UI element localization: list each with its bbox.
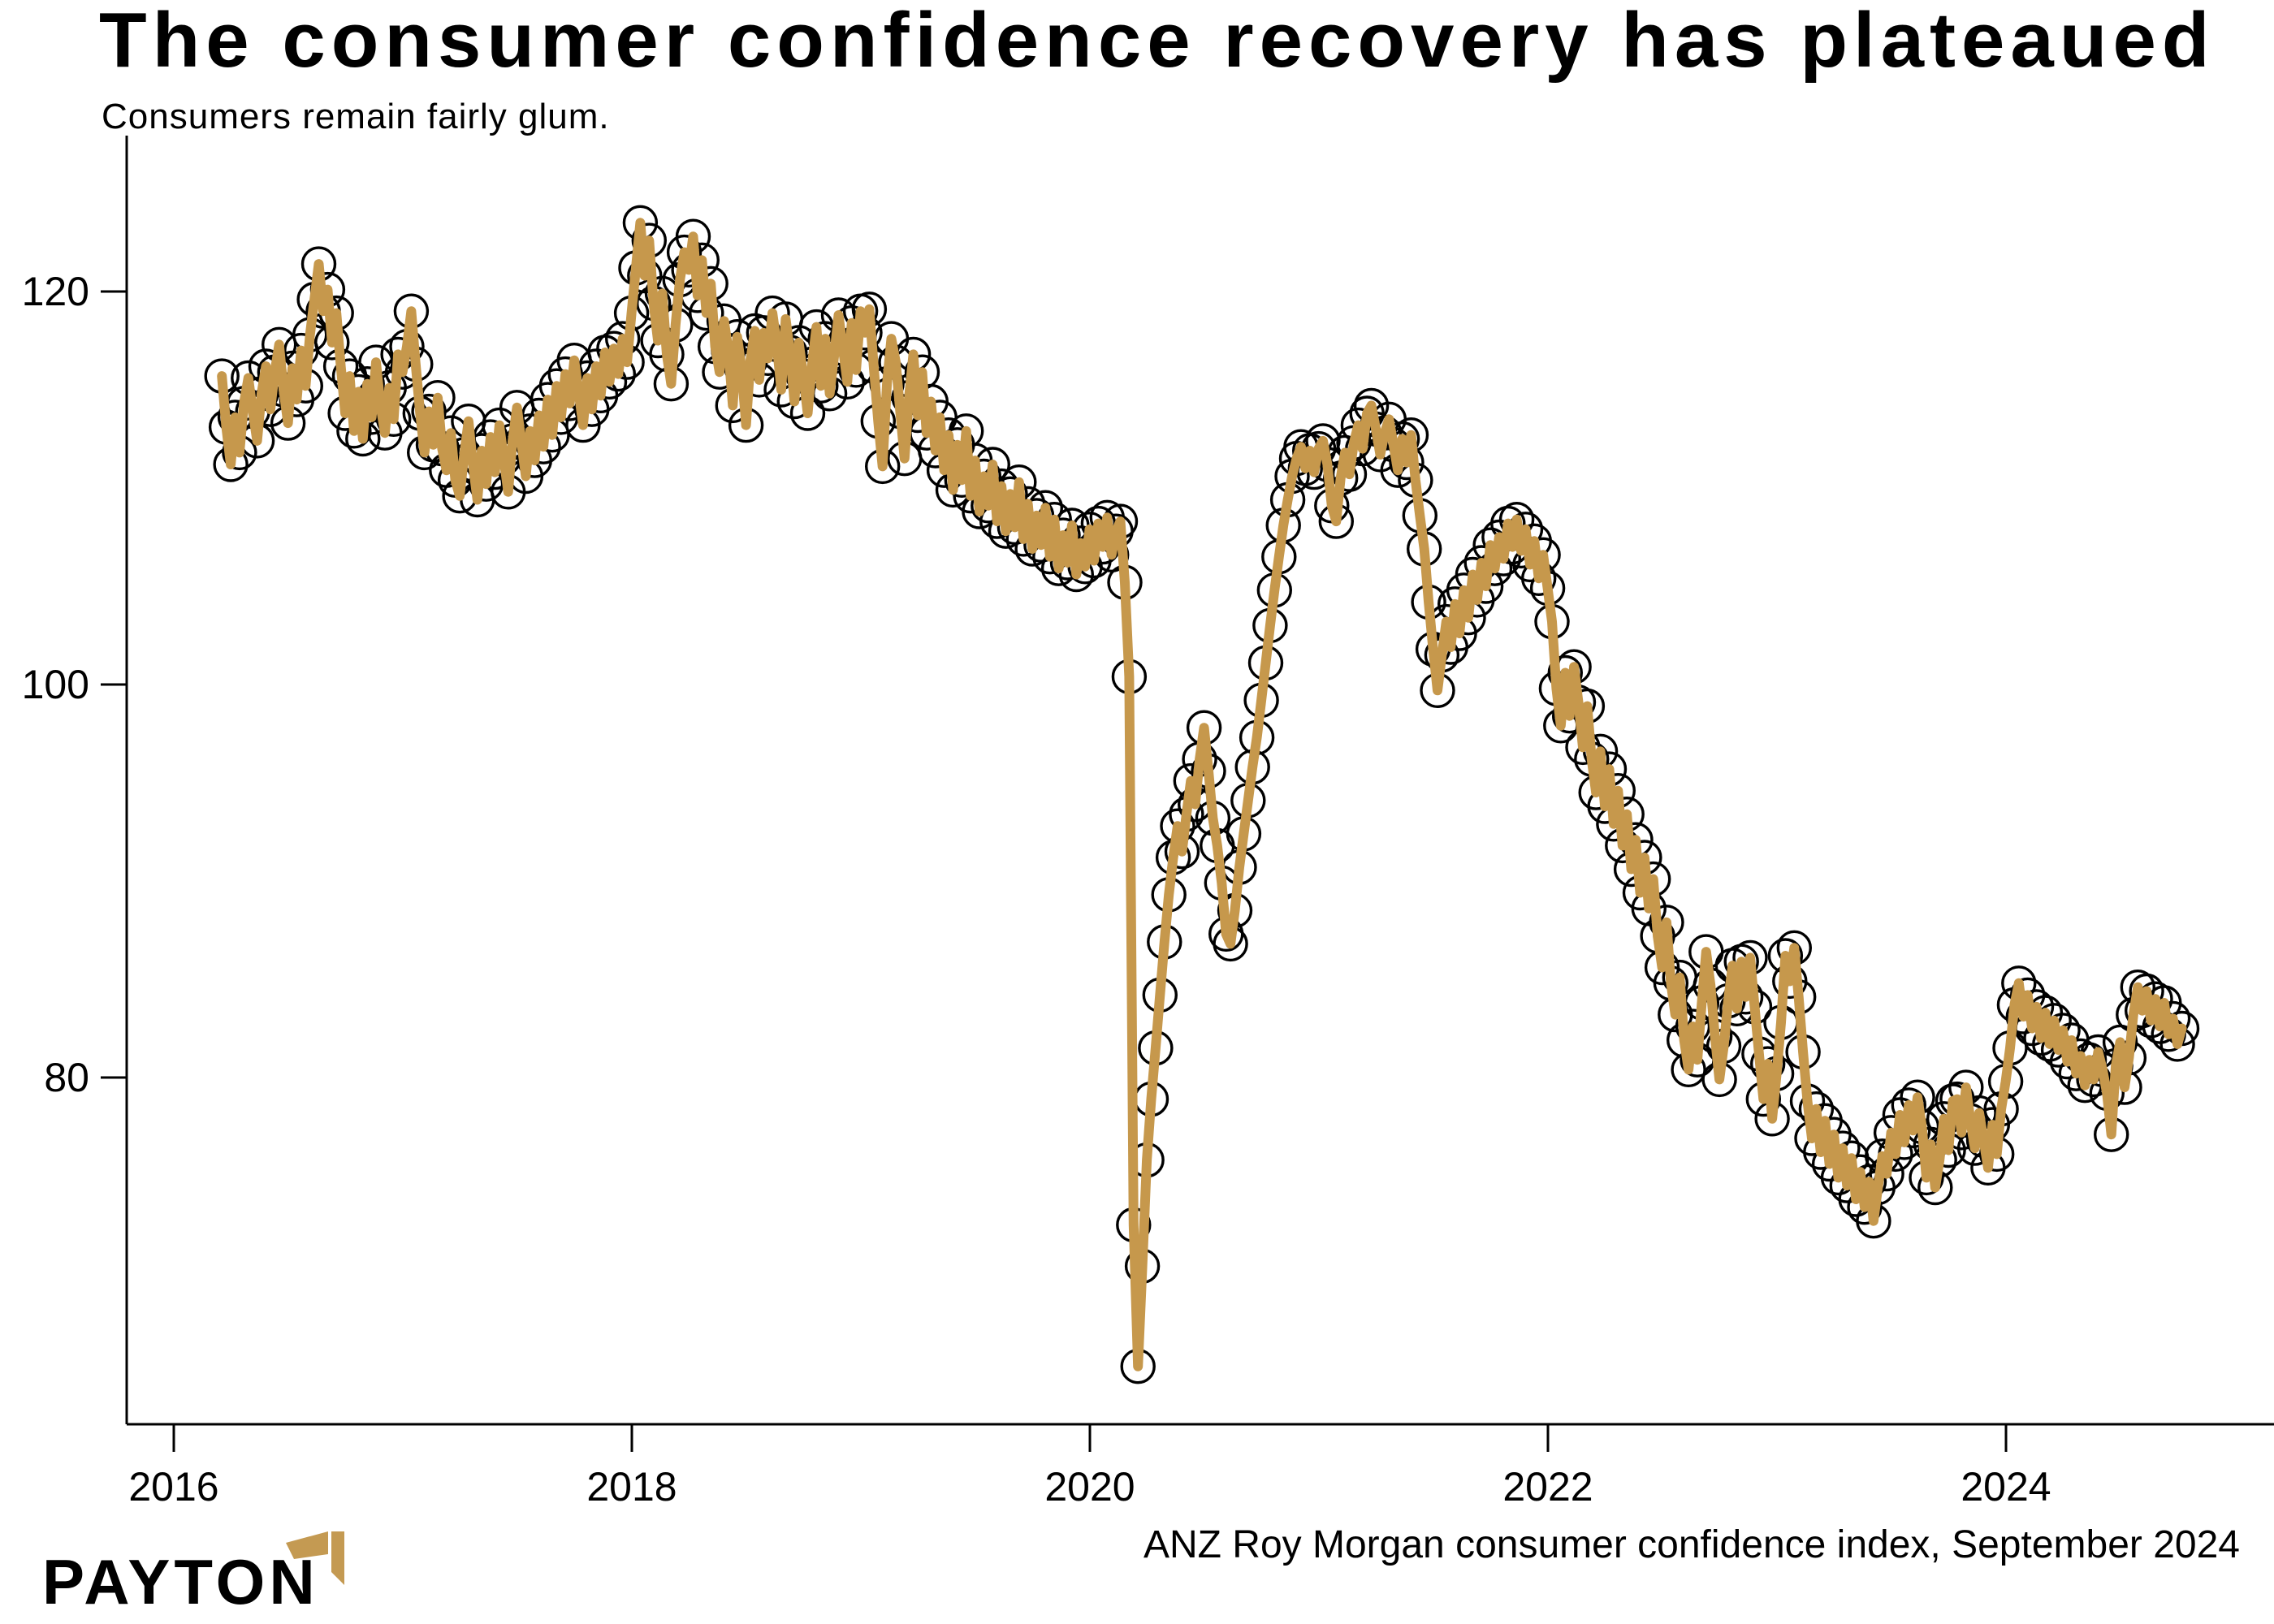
series-line <box>217 218 2187 1371</box>
y-tick-label: 120 <box>22 269 89 314</box>
payton-logo: PAYTON <box>42 1531 344 1618</box>
y-tick-label: 100 <box>22 662 89 707</box>
payton-logo-text: PAYTON <box>42 1546 319 1618</box>
x-tick-label: 2016 <box>128 1464 218 1510</box>
payton-logo-mark-icon <box>286 1531 344 1585</box>
y-tick-label: 80 <box>44 1055 89 1100</box>
series-group <box>204 205 2200 1384</box>
x-tick-label: 2020 <box>1044 1464 1135 1510</box>
source-caption: ANZ Roy Morgan consumer confidence index… <box>1143 1523 2240 1566</box>
x-tick-label: 2024 <box>1961 1464 2051 1510</box>
axes: 2016 2018 2020 2022 2024 80 100 120 <box>22 136 2274 1510</box>
x-tick-label: 2022 <box>1502 1464 1593 1510</box>
page-title: The consumer confidence recovery has pla… <box>99 0 2215 84</box>
page-subtitle: Consumers remain fairly glum. <box>102 97 610 136</box>
x-tick-label: 2018 <box>586 1464 677 1510</box>
